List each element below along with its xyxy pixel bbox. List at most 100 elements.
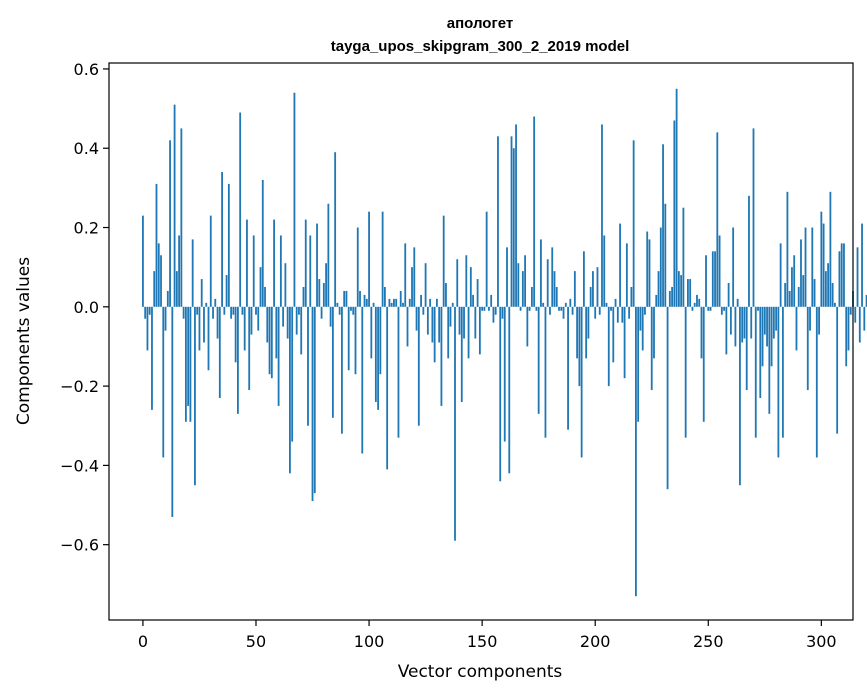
bar	[797, 286, 800, 307]
x-tick-label: 300	[806, 632, 837, 651]
bar	[739, 306, 741, 486]
bar	[503, 306, 506, 442]
y-tick-label: −0.2	[60, 377, 99, 396]
bar	[302, 286, 305, 307]
bar	[533, 116, 536, 307]
bar	[221, 172, 223, 307]
x-tick-label: 150	[467, 632, 498, 651]
bar	[162, 306, 165, 458]
bar	[628, 306, 631, 319]
bar	[209, 215, 212, 307]
bar	[359, 290, 361, 307]
bar	[542, 302, 545, 307]
bar	[775, 306, 778, 331]
bar	[727, 283, 730, 307]
bar	[406, 306, 409, 347]
bar	[460, 306, 463, 402]
bar	[804, 227, 807, 307]
bar	[677, 271, 680, 307]
bar	[175, 271, 178, 307]
bar	[761, 306, 764, 367]
bar	[815, 306, 818, 458]
bar	[490, 294, 493, 307]
bar	[307, 306, 309, 426]
bar	[472, 294, 474, 307]
bar	[865, 294, 867, 307]
bar	[759, 306, 762, 398]
bar	[255, 306, 257, 315]
plot-frame	[108, 62, 854, 621]
bar	[553, 271, 556, 307]
bar	[327, 203, 330, 307]
bar	[422, 306, 425, 315]
bar	[714, 251, 716, 307]
bar	[718, 235, 721, 307]
bar	[216, 306, 219, 339]
bar	[827, 263, 830, 307]
bar	[451, 302, 454, 307]
bar	[151, 306, 153, 410]
bar	[515, 124, 517, 307]
bar	[478, 306, 481, 355]
bar	[465, 255, 468, 307]
bar	[650, 306, 653, 391]
bar	[576, 306, 579, 359]
bar	[331, 306, 334, 418]
bar	[741, 306, 744, 343]
bar	[293, 92, 296, 307]
bar	[381, 211, 384, 307]
bar	[187, 306, 190, 406]
bar	[768, 306, 771, 414]
bar	[587, 306, 590, 339]
bar	[748, 195, 750, 307]
bar	[182, 306, 185, 319]
bar	[363, 294, 366, 307]
bar	[420, 294, 422, 307]
bar	[289, 306, 291, 474]
bar	[562, 306, 565, 319]
bar	[709, 306, 712, 311]
bar	[413, 247, 416, 307]
bar	[585, 306, 588, 359]
bar	[734, 306, 737, 347]
bar	[232, 306, 235, 315]
bar	[800, 239, 802, 307]
bar	[200, 279, 203, 307]
bar	[234, 306, 237, 363]
bar	[648, 239, 651, 307]
y-tick-label: 0.2	[74, 219, 99, 238]
bar	[818, 306, 820, 335]
bar	[225, 275, 228, 307]
bar	[809, 306, 811, 331]
bar	[639, 306, 642, 331]
bar	[356, 227, 359, 307]
bar	[411, 267, 413, 307]
bar	[671, 286, 673, 307]
bar	[377, 306, 380, 410]
bar	[689, 279, 692, 307]
bar	[793, 255, 796, 307]
bar	[537, 306, 540, 414]
bar	[343, 290, 346, 307]
bar	[540, 239, 542, 307]
bar	[569, 298, 572, 307]
bar	[641, 306, 644, 351]
bar	[282, 306, 285, 327]
bar	[259, 267, 262, 307]
bar	[169, 140, 171, 307]
bar	[207, 306, 210, 371]
bar	[834, 302, 836, 307]
bar	[610, 306, 612, 311]
bar	[702, 306, 705, 422]
bar	[252, 235, 255, 307]
bar	[277, 306, 280, 406]
bar	[544, 306, 547, 438]
bar	[354, 306, 357, 375]
bar	[205, 302, 208, 307]
bar	[404, 243, 407, 307]
bar	[621, 306, 624, 323]
bar	[849, 306, 852, 315]
bar	[693, 302, 696, 307]
bar	[178, 235, 181, 307]
bar	[223, 306, 226, 315]
